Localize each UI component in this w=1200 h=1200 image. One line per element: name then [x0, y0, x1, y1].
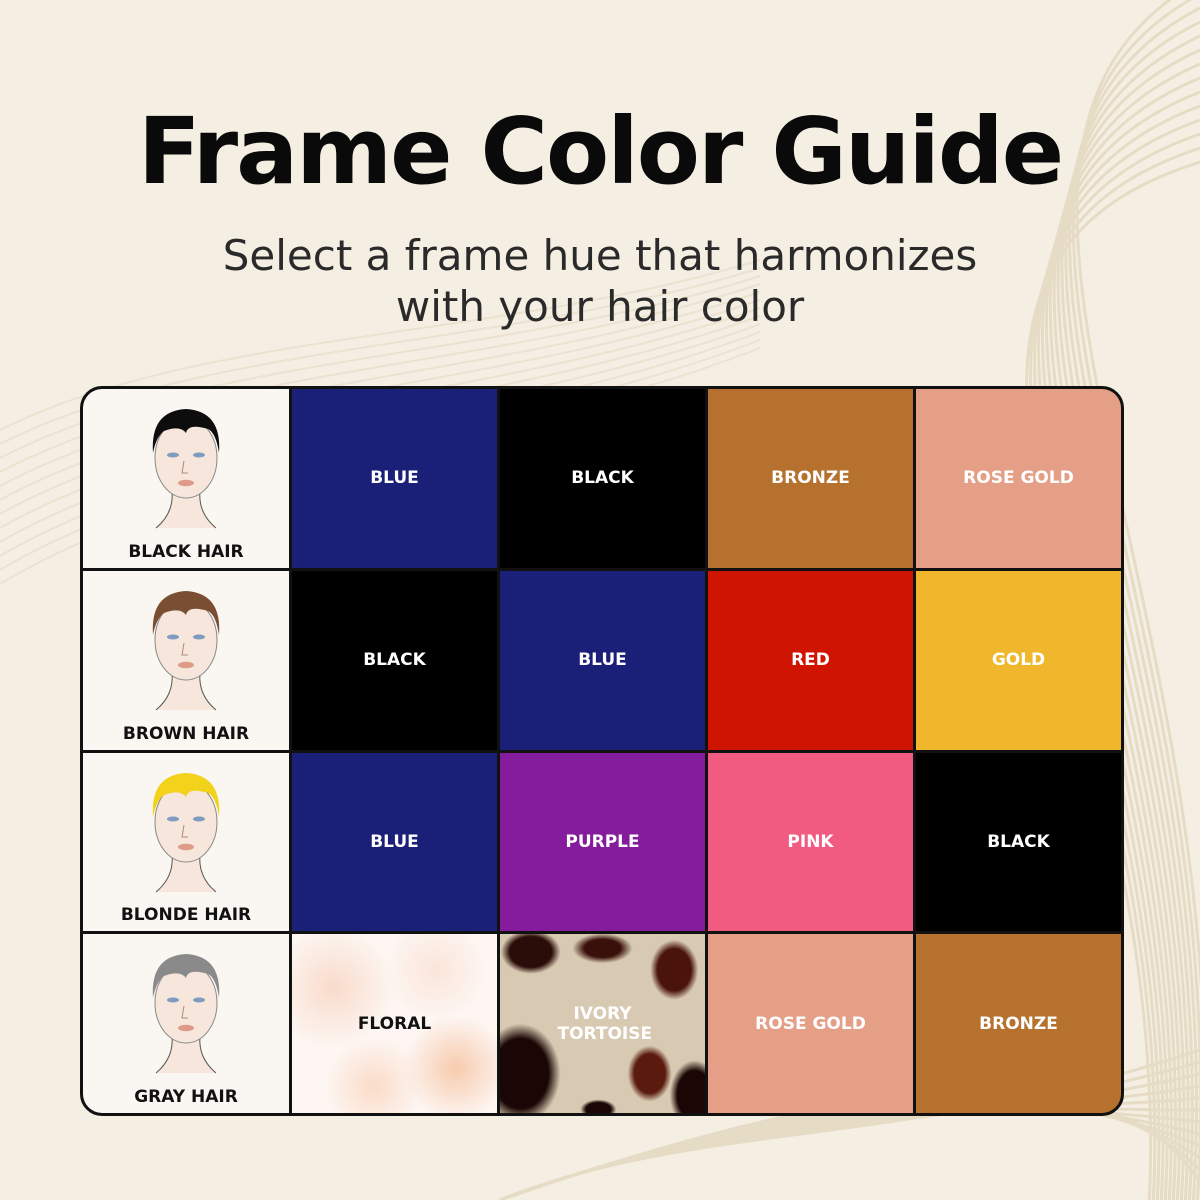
frame-color-swatch: BLUE — [292, 389, 497, 568]
frame-color-label: BLUE — [370, 831, 419, 852]
face-illustration-icon — [152, 590, 220, 711]
frame-color-label: BLACK — [987, 831, 1050, 852]
face-illustration-icon — [152, 772, 220, 892]
frame-color-swatch: ROSE GOLD — [916, 389, 1121, 568]
frame-color-swatch: BLACK — [916, 752, 1121, 932]
frame-color-swatch: BRONZE — [916, 934, 1121, 1113]
frame-color-label: GOLD — [991, 650, 1046, 671]
hair-type-cell: BROWN HAIR — [83, 570, 289, 750]
hair-shape — [152, 590, 220, 635]
frame-color-swatch: BLUE — [292, 752, 497, 932]
face-illustration-icon — [152, 409, 220, 529]
frame-color-grid: BLACK HAIR BLUE BLACK BRONZE ROSE GOLD BROWN… — [80, 386, 1124, 1116]
frame-color-label: BRONZE — [979, 1013, 1058, 1034]
page-title: Frame Color Guide — [137, 98, 1064, 205]
frame-color-label: BLACK — [363, 650, 426, 671]
hair-type-label: GRAY HAIR — [134, 1087, 238, 1107]
frame-color-swatch: BLACK — [500, 389, 705, 568]
hair-type-cell: GRAY HAIR — [83, 934, 289, 1113]
frame-color-swatch: PURPLE — [500, 752, 705, 932]
frame-color-swatch: GOLD — [916, 570, 1121, 750]
frame-color-swatch: BLUE — [500, 570, 705, 750]
subtitle-line-2: with your hair color — [395, 282, 805, 331]
hair-shape — [152, 954, 220, 999]
frame-color-swatch: ROSE GOLD — [708, 934, 913, 1113]
frame-color-swatch: PINK — [708, 752, 913, 932]
hair-type-label: BLACK HAIR — [128, 541, 244, 562]
frame-color-swatch: BRONZE — [708, 389, 913, 568]
frame-color-swatch: RED — [708, 570, 913, 750]
hair-type-cell: BLACK HAIR — [83, 389, 289, 568]
hair-type-label: BLONDE HAIR — [120, 905, 252, 926]
frame-color-swatch: FLORAL — [292, 934, 497, 1113]
page-subtitle: Select a frame hue that harmonizes with … — [0, 230, 1200, 332]
frame-color-swatch: IVORY TORTOISE — [500, 934, 705, 1113]
frame-color-label: FLORAL — [357, 1013, 432, 1034]
hair-type-cell: BLONDE HAIR — [83, 752, 289, 932]
frame-color-label: ROSE GOLD — [963, 468, 1074, 489]
frame-color-label: BLUE — [578, 650, 627, 671]
frame-color-label: PINK — [787, 831, 834, 852]
frame-color-label: RED — [791, 650, 830, 671]
frame-color-label: BRONZE — [771, 468, 850, 489]
subtitle-line-1: Select a frame hue that harmonizes — [222, 231, 978, 280]
frame-color-label: PURPLE — [565, 831, 640, 852]
frame-color-label: BLACK — [571, 468, 634, 489]
frame-color-label: IVORY TORTOISE — [557, 1003, 653, 1044]
hair-shape — [152, 409, 220, 453]
face-illustration-icon — [152, 954, 220, 1074]
frame-color-swatch: BLACK — [292, 570, 497, 750]
frame-color-label: BLUE — [370, 468, 419, 489]
hair-shape — [152, 772, 220, 817]
frame-color-label: ROSE GOLD — [755, 1013, 866, 1034]
hair-type-label: BROWN HAIR — [122, 723, 250, 744]
